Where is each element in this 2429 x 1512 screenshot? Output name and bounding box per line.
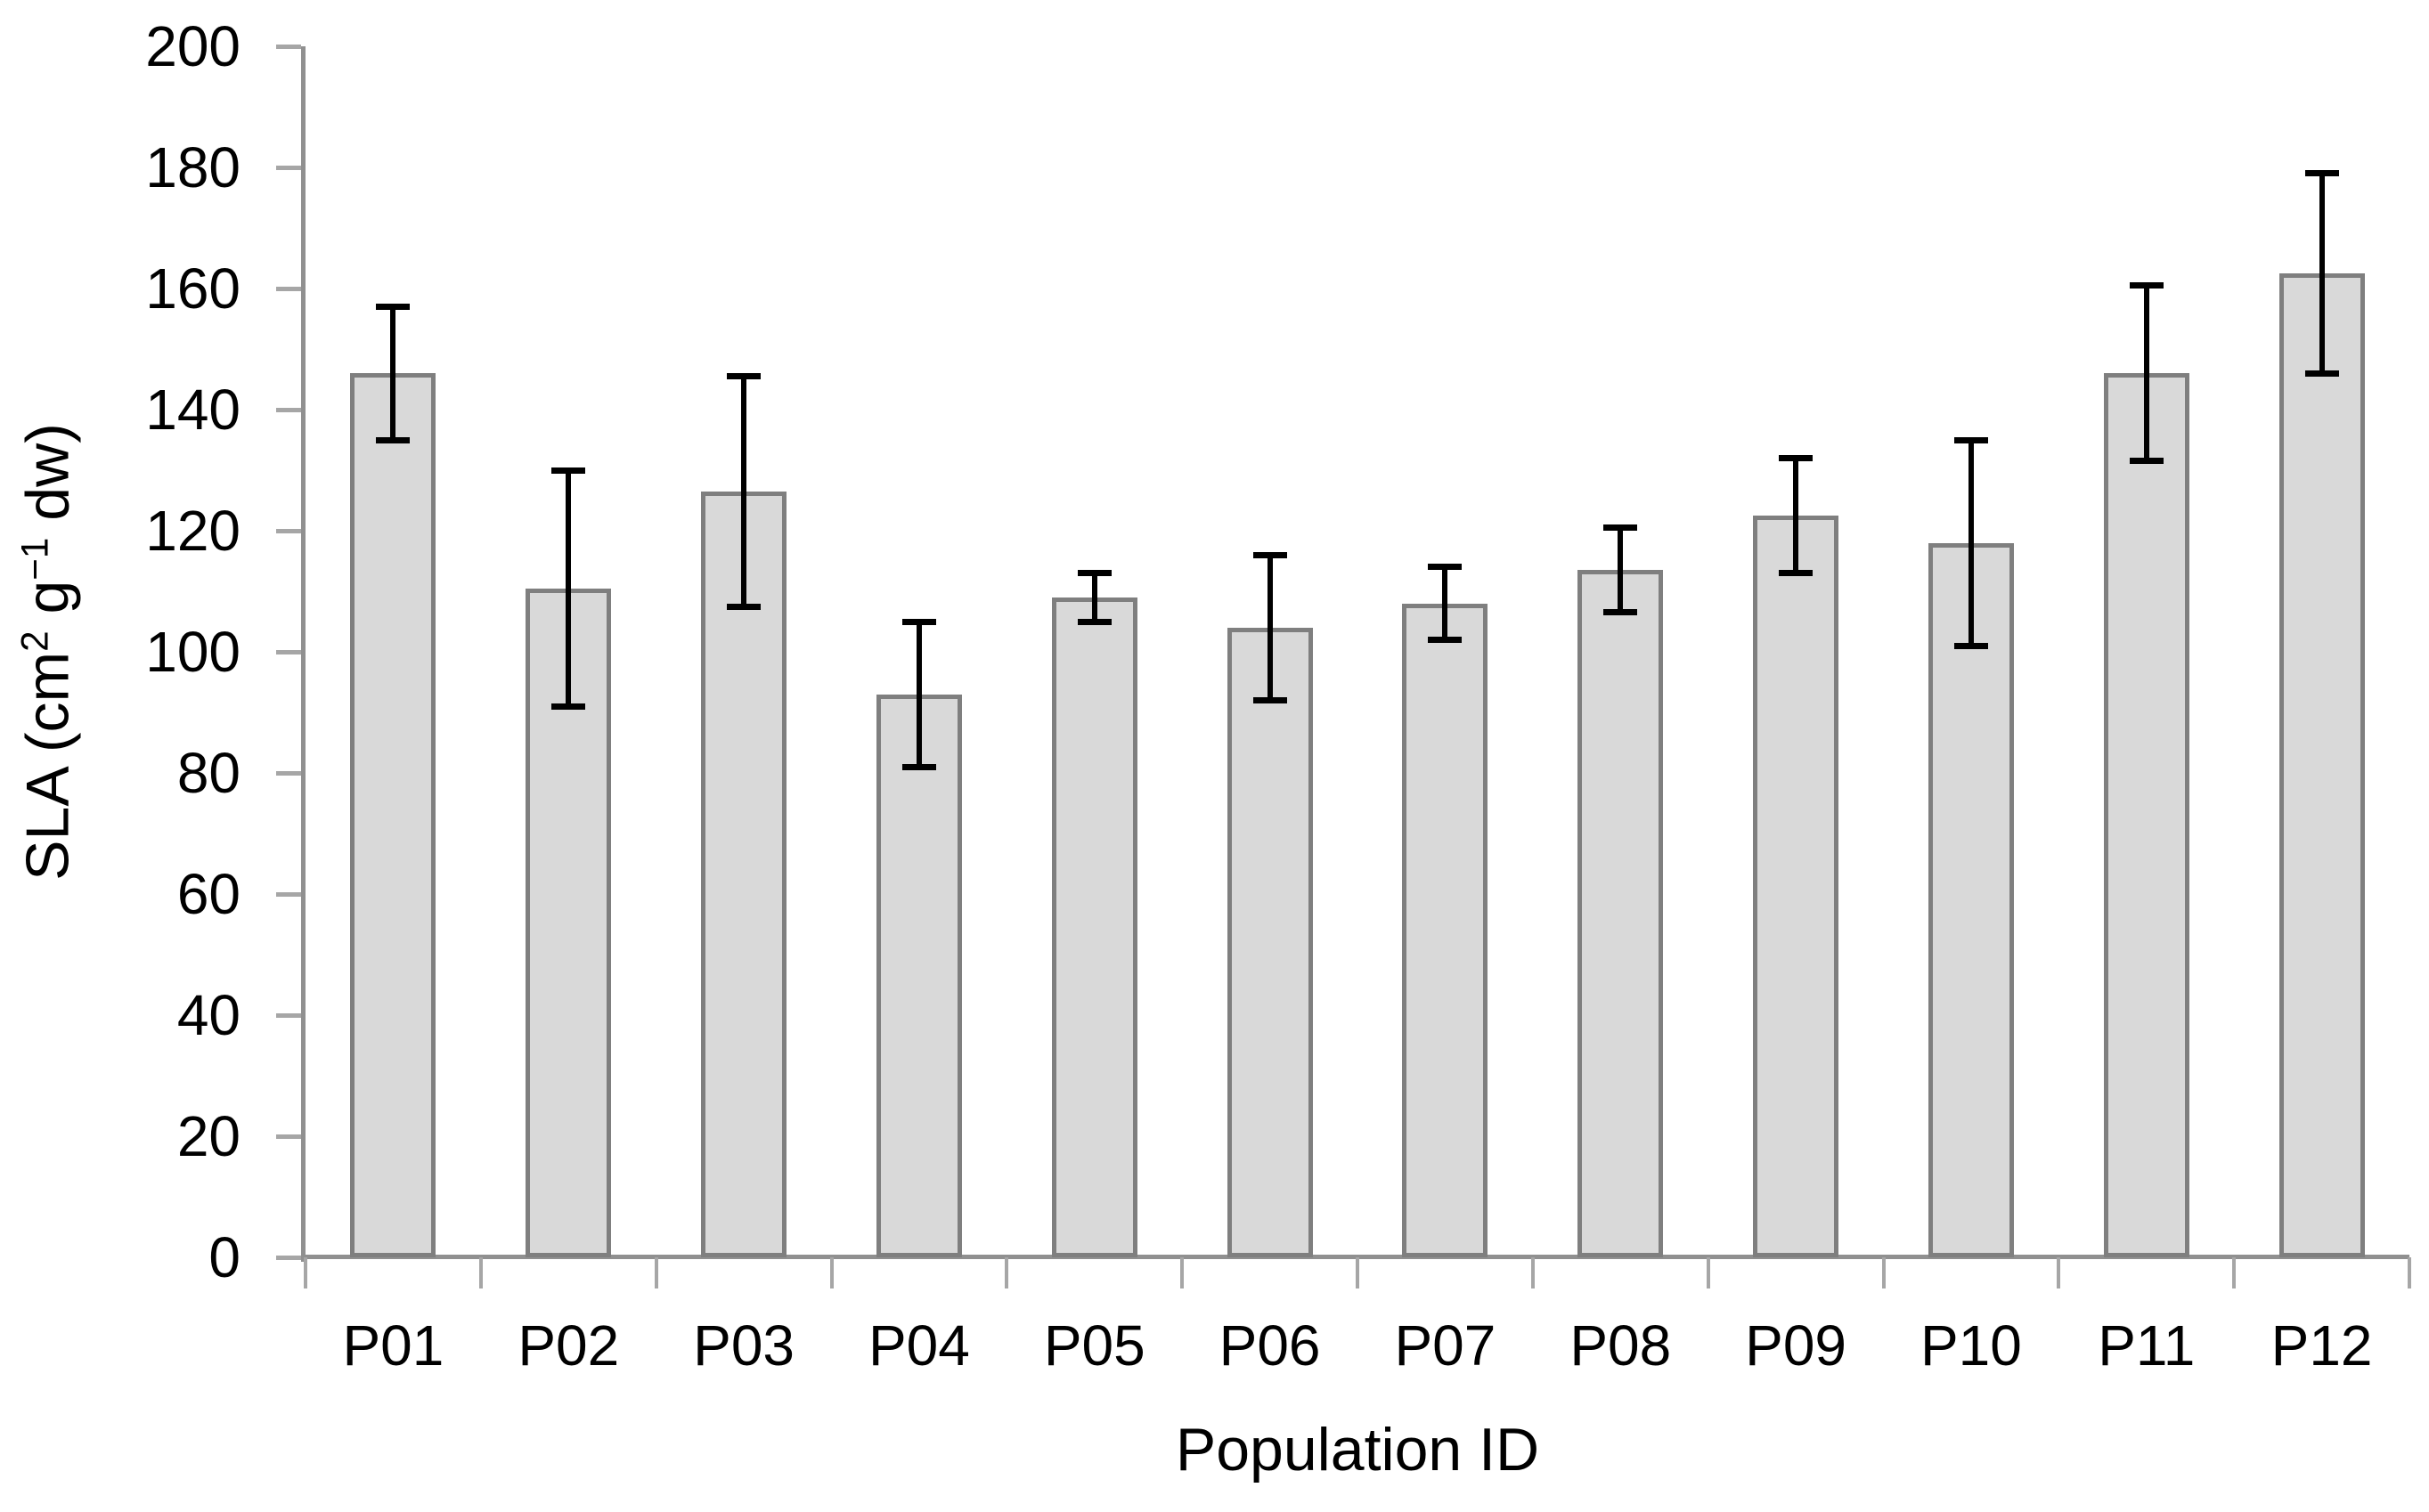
x-tick-mark [1530, 1257, 1535, 1288]
x-tick-mark [478, 1257, 483, 1288]
bar [350, 373, 436, 1257]
x-tick-label: P11 [2098, 1313, 2196, 1378]
error-bar [2143, 285, 2149, 461]
error-bar-top-cap [376, 303, 411, 310]
error-bar [566, 470, 572, 707]
error-bar-top-cap [551, 467, 586, 474]
x-tick-mark [1356, 1257, 1359, 1288]
error-bar [1618, 527, 1624, 613]
bar [1753, 516, 1839, 1257]
x-tick-label: P01 [342, 1313, 444, 1378]
x-tick-label: P04 [868, 1313, 970, 1378]
x-tick-mark [2408, 1257, 2411, 1288]
error-bar-bottom-cap [901, 763, 936, 770]
y-tick-mark [276, 528, 301, 533]
error-bar [741, 376, 747, 606]
bar [2278, 273, 2365, 1257]
x-tick-label: P05 [1043, 1313, 1145, 1378]
bar [2103, 373, 2189, 1257]
error-bar-bottom-cap [1603, 609, 1638, 616]
error-bar-bottom-cap [2129, 458, 2164, 465]
x-tick-label: P06 [1219, 1313, 1321, 1378]
y-tick-label: 140 [145, 378, 240, 442]
y-tick-label: 20 [176, 1104, 240, 1168]
error-bar [1267, 555, 1273, 701]
y-tick-label: 0 [208, 1225, 240, 1289]
bar [876, 694, 962, 1257]
y-tick-label: 80 [176, 741, 240, 805]
x-tick-mark [1706, 1257, 1710, 1288]
y-tick-mark [276, 165, 301, 170]
x-axis-line [301, 1255, 2409, 1259]
error-bar-bottom-cap [1428, 636, 1463, 643]
x-axis-title: Population ID [1175, 1416, 1540, 1484]
error-bar [390, 306, 396, 440]
y-tick-mark [276, 1134, 301, 1139]
error-bar-top-cap [901, 618, 936, 625]
x-tick-label: P12 [2270, 1313, 2373, 1378]
error-bar-bottom-cap [1077, 618, 1112, 625]
y-tick-mark [276, 407, 301, 412]
error-bar-bottom-cap [551, 703, 586, 710]
error-bar-top-cap [1252, 551, 1287, 558]
error-bar-top-cap [1953, 436, 1988, 443]
x-tick-mark [1881, 1257, 1886, 1288]
error-bar [916, 622, 922, 768]
x-tick-label: P08 [1569, 1313, 1672, 1378]
x-tick-mark [1180, 1257, 1185, 1288]
x-tick-mark [654, 1257, 658, 1288]
bar [701, 491, 787, 1257]
error-bar [1968, 440, 1974, 646]
y-tick-label: 180 [145, 135, 240, 199]
y-tick-mark [276, 1012, 301, 1018]
bar [1227, 627, 1313, 1257]
x-tick-label: P02 [518, 1313, 620, 1378]
y-tick-mark [276, 649, 301, 654]
y-tick-mark [276, 891, 301, 897]
error-bar [1442, 566, 1448, 640]
bar [1402, 603, 1488, 1257]
y-tick-mark [276, 1255, 301, 1260]
y-tick-label: 120 [145, 499, 240, 563]
error-bar [2319, 173, 2325, 374]
x-tick-mark [2057, 1257, 2061, 1288]
x-tick-label: P07 [1394, 1313, 1496, 1378]
error-bar-top-cap [1428, 564, 1463, 571]
x-tick-label: P09 [1745, 1313, 1847, 1378]
error-bar-bottom-cap [376, 436, 411, 443]
y-tick-mark [276, 44, 301, 49]
x-tick-mark [304, 1257, 307, 1288]
error-bar-bottom-cap [1779, 570, 1814, 577]
y-tick-label: 200 [145, 14, 240, 78]
error-bar-bottom-cap [2304, 370, 2339, 377]
y-tick-mark [276, 286, 301, 291]
y-tick-label: 100 [145, 620, 240, 684]
error-bar-top-cap [1779, 454, 1814, 461]
bar [526, 588, 612, 1257]
bar [1577, 570, 1664, 1257]
error-bar [1091, 573, 1097, 622]
error-bar-top-cap [1077, 570, 1112, 577]
x-tick-mark [1005, 1257, 1009, 1288]
y-tick-label: 40 [176, 983, 240, 1047]
y-axis-line [301, 46, 306, 1262]
y-tick-mark [276, 770, 301, 776]
error-bar [1793, 458, 1799, 573]
error-bar-bottom-cap [727, 603, 762, 610]
y-tick-label: 160 [145, 256, 240, 321]
error-bar-top-cap [1603, 524, 1638, 532]
y-tick-label: 60 [176, 862, 240, 926]
error-bar-top-cap [2304, 170, 2339, 177]
bar [1051, 597, 1137, 1257]
x-tick-label: P10 [1920, 1313, 2022, 1378]
bar [1928, 542, 2014, 1257]
x-tick-mark [2232, 1257, 2237, 1288]
error-bar-top-cap [727, 373, 762, 380]
x-tick-mark [829, 1257, 834, 1288]
error-bar-bottom-cap [1252, 696, 1287, 703]
x-tick-label: P03 [693, 1313, 795, 1378]
error-bar-top-cap [2129, 282, 2164, 289]
error-bar-bottom-cap [1953, 642, 1988, 649]
